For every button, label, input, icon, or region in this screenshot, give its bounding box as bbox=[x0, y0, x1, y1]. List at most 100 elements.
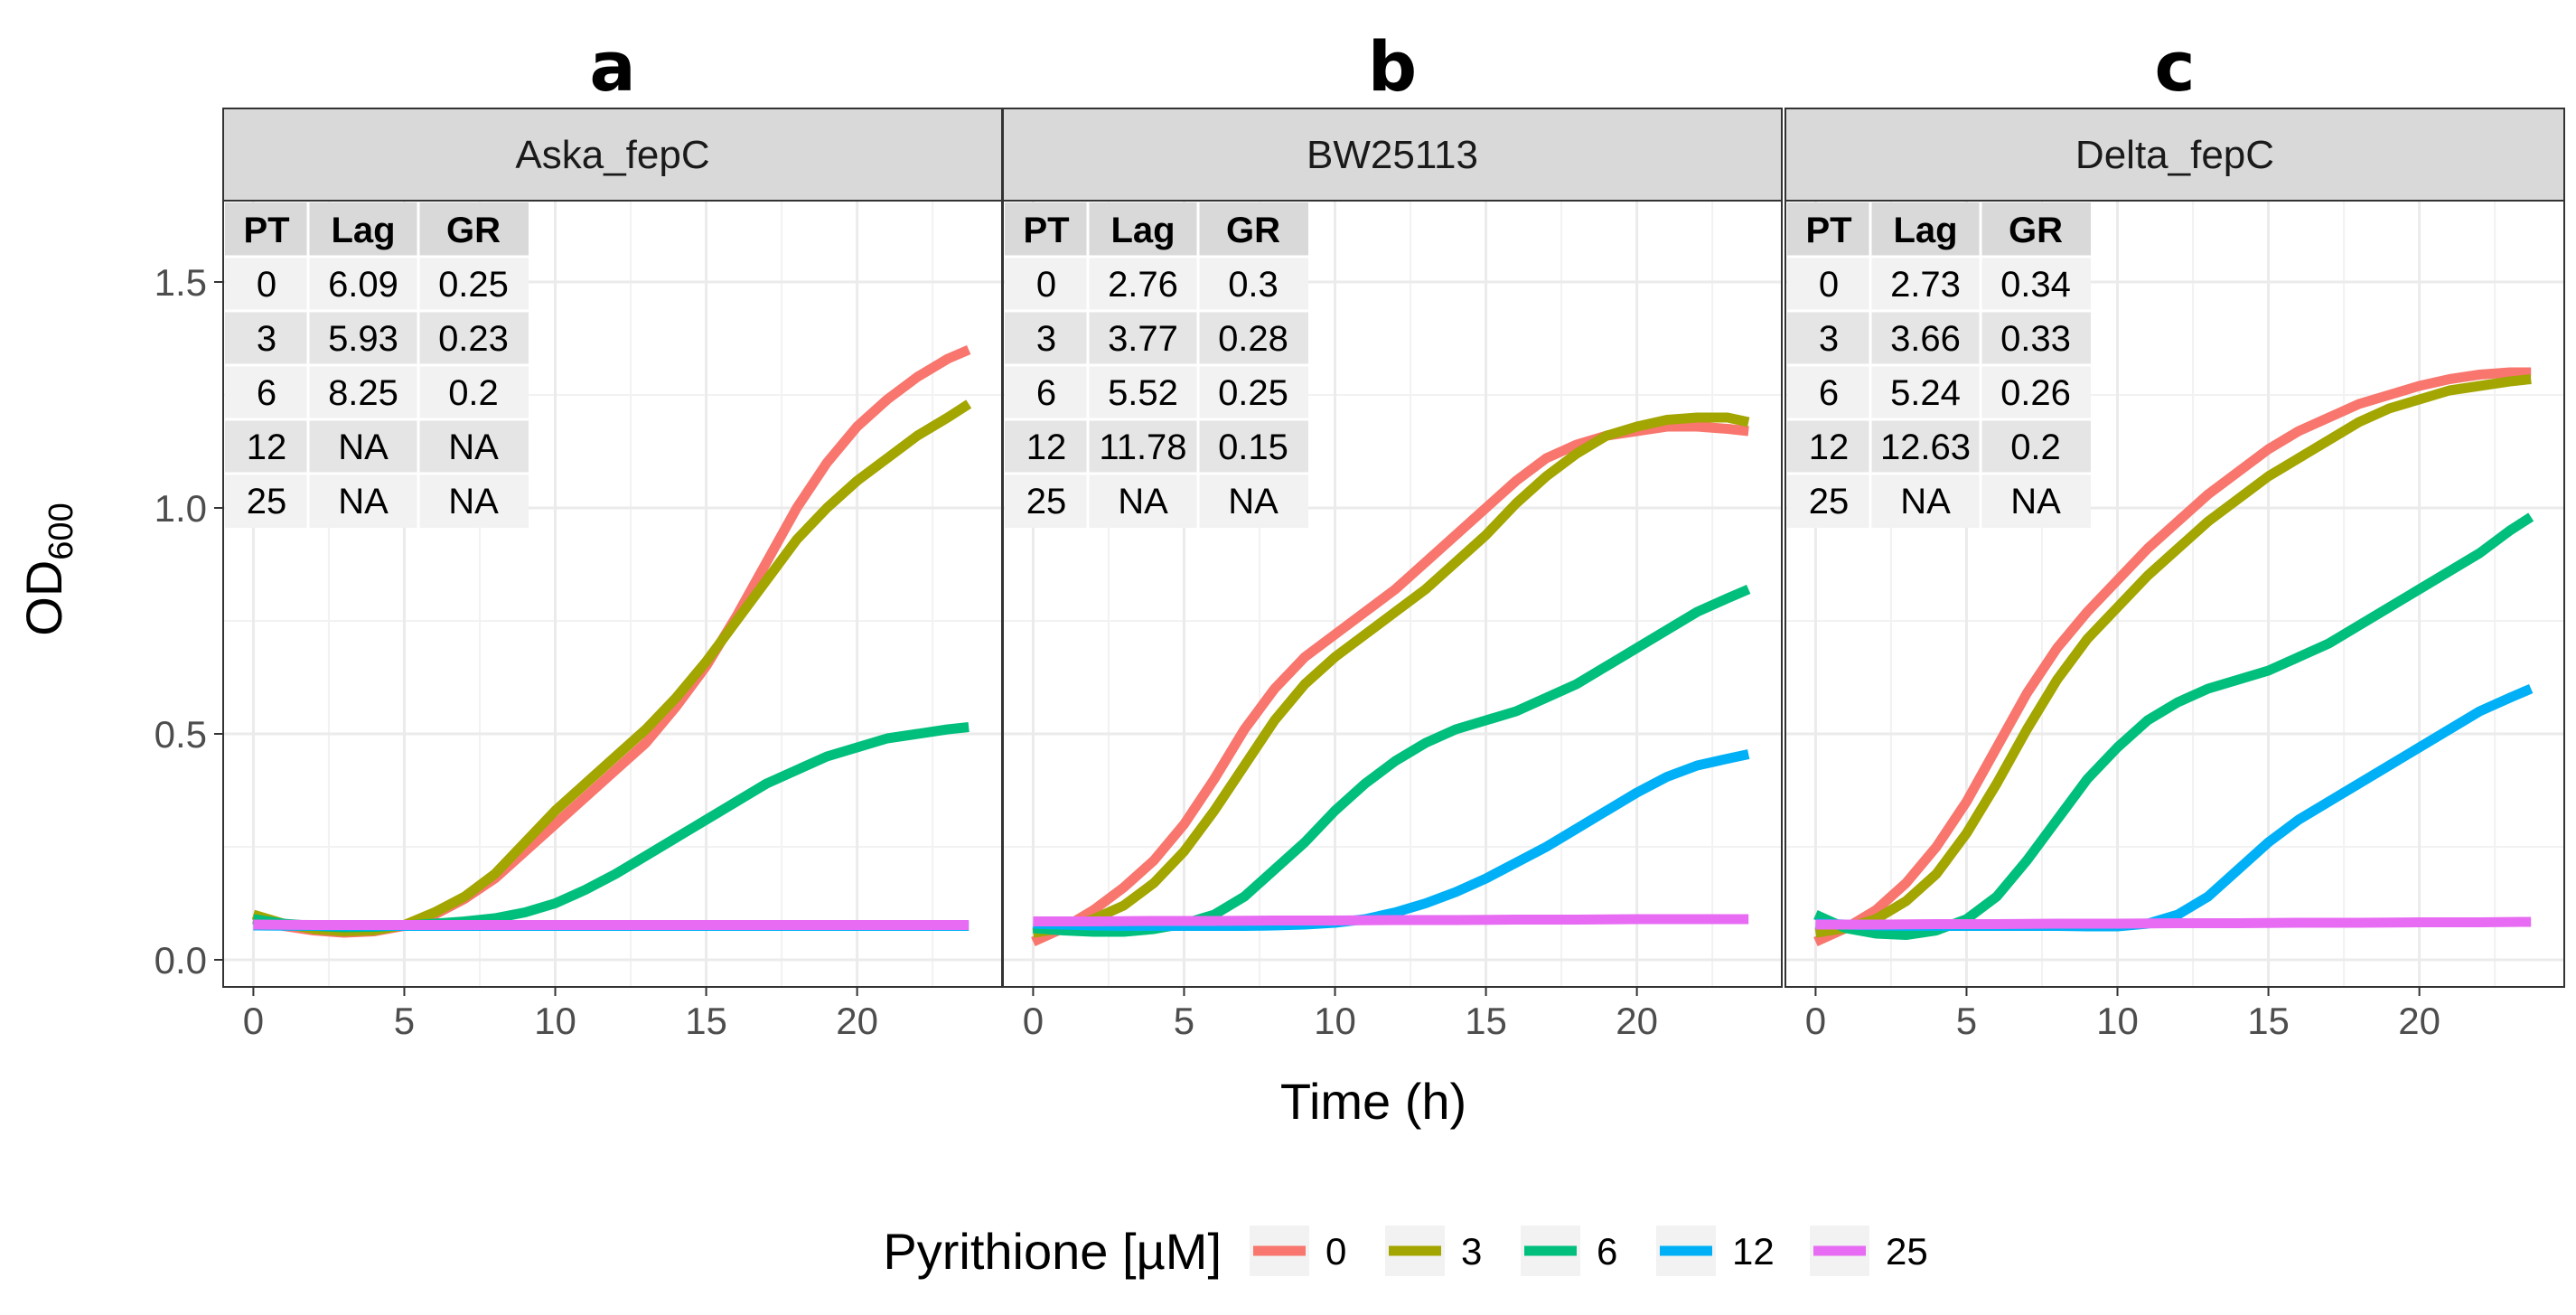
facet-strip bbox=[1784, 108, 2565, 202]
x-tick-label: 15 bbox=[1465, 1000, 1507, 1042]
stats-table-cell: 3 bbox=[257, 319, 276, 359]
stats-table-row-bg bbox=[225, 474, 529, 528]
series-group bbox=[251, 344, 972, 938]
stats-table-cell: 0.25 bbox=[1218, 373, 1288, 413]
stats-table-header: GR bbox=[1226, 211, 1280, 250]
stats-table-cell: NA bbox=[338, 482, 389, 521]
series-line-3 bbox=[1814, 374, 2532, 938]
x-tick-label: 10 bbox=[534, 1000, 576, 1042]
stats-table-cell: 2.73 bbox=[1890, 265, 1961, 305]
stats-table-cell: 3.77 bbox=[1108, 319, 1178, 359]
stats-table-header: GR bbox=[446, 211, 501, 250]
stats-table-cell: 5.93 bbox=[328, 319, 398, 359]
stats-table-row-bg bbox=[1787, 474, 2091, 528]
panel-c: c Delta_fepC PT Lag GR 0 2.73 0.34 3 3.66 0.33 6 5.2… bbox=[1784, 26, 2565, 1042]
stats-table-cell: 8.25 bbox=[328, 373, 398, 413]
x-tick-label: 15 bbox=[2247, 1000, 2290, 1042]
legend-item-25: 25 bbox=[1810, 1226, 1928, 1276]
panel-letter: c bbox=[2154, 26, 2195, 107]
y-tick-label: 0.0 bbox=[155, 939, 207, 982]
stats-table-cell: 0.2 bbox=[448, 373, 499, 413]
facet-strip-label: Delta_fepC bbox=[2075, 133, 2274, 177]
stats-table-cell: 12 bbox=[1026, 427, 1067, 467]
panel-b: b BW25113 PT Lag GR 0 2.76 0.3 3 3.77 0.28 6 5.52 0.2… bbox=[1002, 26, 1783, 1042]
stats-table-cell: 0.15 bbox=[1218, 427, 1288, 467]
stats-table-cell: 0 bbox=[1036, 265, 1056, 305]
stats-table-cell: 0.28 bbox=[1218, 319, 1288, 359]
series-line-25 bbox=[1033, 914, 1749, 926]
stats-table-cell: 0.26 bbox=[2000, 373, 2071, 413]
y-tick-label: 1.0 bbox=[155, 487, 207, 530]
series-line-25 bbox=[1815, 916, 2532, 930]
stats-table-row-bg bbox=[225, 365, 529, 419]
facet-strip-label: BW25113 bbox=[1307, 133, 1478, 177]
legend-title: Pyrithione [µM] bbox=[883, 1223, 1222, 1280]
stats-table-cell: 25 bbox=[247, 482, 287, 521]
stats-table-row-bg bbox=[225, 311, 529, 365]
x-tick-label: 5 bbox=[1174, 1000, 1194, 1042]
legend: Pyrithione [µM] 0 3 6 12 25 bbox=[883, 1223, 1927, 1280]
stats-table-cell: 12 bbox=[247, 427, 287, 467]
stats-table-cell: 6 bbox=[1036, 373, 1056, 413]
stats-table-cell: NA bbox=[448, 427, 499, 467]
x-tick-label: 0 bbox=[1805, 1000, 1826, 1042]
stats-table-cell: NA bbox=[448, 482, 499, 521]
stats-table-cell: 3 bbox=[1036, 319, 1056, 359]
stats-table-cell: 5.52 bbox=[1108, 373, 1178, 413]
x-tick-label: 20 bbox=[2398, 1000, 2440, 1042]
stats-table-row-bg bbox=[225, 257, 529, 311]
legend-item-0: 0 bbox=[1250, 1226, 1346, 1276]
series-group bbox=[1031, 412, 1751, 947]
x-tick-label: 20 bbox=[1616, 1000, 1658, 1042]
x-tick-label: 10 bbox=[1314, 1000, 1356, 1042]
stats-table-cell: 0.3 bbox=[1228, 265, 1279, 305]
stats-table-cell: 0.33 bbox=[2000, 319, 2071, 359]
stats-table-cell: 0.25 bbox=[438, 265, 509, 305]
stats-table-header: PT bbox=[1805, 211, 1851, 250]
stats-table: PT Lag GR 0 2.73 0.34 3 3.66 0.33 6 5.24 0.26 12 12.6… bbox=[1787, 202, 2091, 528]
stats-table-row-bg bbox=[225, 419, 529, 474]
y-axis-title-main: OD bbox=[15, 560, 72, 636]
stats-table-cell: 25 bbox=[1026, 482, 1067, 521]
legend-item-6: 6 bbox=[1521, 1226, 1617, 1276]
stats-table-row-bg bbox=[1005, 311, 1308, 365]
x-tick-label: 20 bbox=[836, 1000, 878, 1042]
stats-table-cell: 0 bbox=[1819, 265, 1839, 305]
stats-table-cell: 6.09 bbox=[328, 265, 398, 305]
stats-table-cell: 12 bbox=[1809, 427, 1850, 467]
stats-table-row-bg bbox=[1787, 419, 2091, 474]
stats-table-cell: NA bbox=[1228, 482, 1279, 521]
facet-strip-label: Aska_fepC bbox=[515, 133, 709, 177]
legend-label: 3 bbox=[1461, 1230, 1482, 1273]
stats-table-cell: NA bbox=[1900, 482, 1951, 521]
stats-table-header: Lag bbox=[1893, 211, 1957, 250]
y-axis: 0.0 0.5 1.0 1.5 bbox=[155, 261, 223, 982]
x-axis: 0 5 10 15 20 bbox=[243, 987, 878, 1042]
stats-table-row-bg bbox=[1005, 257, 1308, 311]
stats-table-cell: NA bbox=[338, 427, 389, 467]
legend-label: 12 bbox=[1732, 1230, 1775, 1273]
stats-table-cell: 0.23 bbox=[438, 319, 509, 359]
series-line-3 bbox=[1032, 412, 1750, 938]
legend-label: 6 bbox=[1597, 1230, 1617, 1273]
x-tick-label: 15 bbox=[685, 1000, 727, 1042]
x-tick-label: 5 bbox=[394, 1000, 415, 1042]
y-axis-title-subscript: 600 bbox=[42, 503, 80, 559]
x-tick-label: 10 bbox=[2096, 1000, 2139, 1042]
stats-table-header: GR bbox=[2009, 211, 2063, 250]
stats-table-row-bg bbox=[1787, 365, 2091, 419]
stats-table-header-bg bbox=[1005, 202, 1308, 257]
x-axis: 0 5 10 15 20 bbox=[1023, 987, 1658, 1042]
stats-table: PT Lag GR 0 2.76 0.3 3 3.77 0.28 6 5.52 0.25 12 11.78… bbox=[1005, 202, 1308, 528]
stats-table-cell: 5.24 bbox=[1890, 373, 1961, 413]
stats-table-cell: 12.63 bbox=[1880, 427, 1971, 467]
stats-table-cell: 2.76 bbox=[1108, 265, 1178, 305]
x-tick-label: 5 bbox=[1956, 1000, 1977, 1042]
stats-table-row-bg bbox=[1005, 365, 1308, 419]
stats-table-cell: 3.66 bbox=[1890, 319, 1961, 359]
stats-table-row-bg bbox=[1005, 419, 1308, 474]
x-tick-label: 0 bbox=[243, 1000, 264, 1042]
stats-table-cell: 25 bbox=[1809, 482, 1850, 521]
